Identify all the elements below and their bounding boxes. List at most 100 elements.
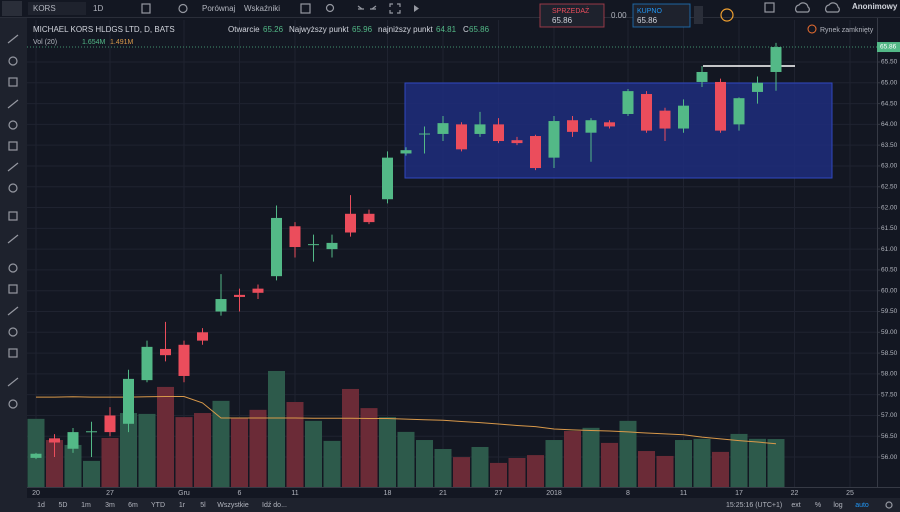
tool-icon[interactable] [7,99,19,109]
range-button[interactable]: YTD [151,502,165,509]
candle-body [585,120,597,133]
volume-ma-line [36,396,777,445]
scale-option[interactable]: % [815,502,821,509]
tool-icon[interactable] [8,56,18,66]
replay-icon[interactable] [414,5,419,12]
trade-plus-minus[interactable] [694,6,703,24]
sell-button[interactable] [539,3,605,28]
symbol[interactable]: KORS [33,4,56,13]
candle-body [678,105,689,129]
y-tick-label: 56.50 [881,433,898,440]
logo[interactable] [2,1,22,16]
high-value: 65.96 [352,25,373,34]
volume-current: 1.654M [82,39,106,46]
market-status-icon [807,24,817,34]
volume-bar [712,451,729,487]
info-icon[interactable] [720,8,734,22]
range-button[interactable]: 3m [105,502,115,509]
fullscreen-icon[interactable] [389,3,401,14]
candle-body [696,71,708,82]
alert-icon[interactable] [325,3,335,13]
tool-icon[interactable] [7,34,19,44]
scale-option[interactable]: ext [791,502,800,509]
y-tick-label: 59.00 [881,329,898,336]
range-button[interactable]: 6m [128,502,138,509]
range-button[interactable]: 1d [37,502,45,509]
compare-button[interactable]: Porównaj [202,4,236,13]
last-price-tag [877,42,900,53]
volume-bar [675,440,692,487]
range-button[interactable]: 1m [81,502,91,509]
open-value: 65.26 [263,25,284,34]
redo-icon[interactable] [370,5,377,10]
range-button[interactable]: 1r [179,502,186,509]
candle-body [437,123,449,134]
user-name[interactable]: Anonimowy [852,2,898,11]
range-button[interactable]: 5l [200,502,206,509]
tool-icon[interactable] [8,183,18,193]
volume-bar [249,409,267,487]
tool-icon[interactable] [8,284,18,294]
volume-ma-current: 1.491M [110,39,134,46]
volume-bar [397,431,415,487]
tool-icon[interactable] [8,263,18,273]
candle-body [474,124,486,134]
rectangle-drawing[interactable] [404,82,833,179]
tool-icon[interactable] [8,348,18,358]
bottom-toolbar-items: 1d 5D 1m 3m 6m YTD 1r 5l Wszystkie Idź do... 15:25… [37,501,893,509]
candle-body [104,415,116,433]
sell-price: 65.86 [552,16,573,25]
tool-icon[interactable] [8,399,18,409]
tool-icon[interactable] [7,306,19,316]
range-button[interactable]: 5D [59,502,68,509]
candle-body [622,91,634,114]
goto-button[interactable]: Idź do... [262,502,287,509]
volume-bar [157,386,174,487]
close-label: C [463,25,469,34]
candle-body [363,213,375,223]
volume-bar [175,417,193,487]
tool-icon[interactable] [7,234,19,244]
candle-body [641,94,652,131]
tool-icon[interactable] [8,77,18,87]
candle-body [715,81,726,131]
tool-icon[interactable] [8,120,18,130]
candle-body [659,110,671,129]
buy-button[interactable] [632,3,691,28]
candle-body [141,346,153,381]
indicators-button[interactable]: Wskaźniki [244,4,280,13]
volume-bar [453,457,470,487]
layout-icon[interactable] [764,2,775,13]
interval[interactable]: 1D [93,4,103,13]
low-label: najniższy punkt [378,25,433,34]
y-tick-label: 59.50 [881,308,898,315]
range-button[interactable]: Wszystkie [217,502,249,509]
tool-icon[interactable] [8,141,18,151]
symbol-input[interactable] [28,2,86,15]
settings-icon[interactable] [178,3,188,14]
volume-bar [46,440,63,487]
candle-body [197,332,208,341]
x-tick-label: 22 [791,490,799,497]
volume-bar [638,451,655,487]
x-tick-label: 2018 [546,490,562,497]
snapshot-icon[interactable] [300,3,311,14]
tool-icon[interactable] [8,327,18,337]
save-icon[interactable] [795,2,810,13]
high-label: Najwyższy punkt [289,25,349,34]
candle-body [30,453,42,458]
scale-option[interactable]: log [833,502,842,509]
volume-bar [101,437,119,487]
volume-bar [490,462,507,487]
x-tick-label: 18 [384,490,392,497]
load-icon[interactable] [825,2,840,13]
candle-body [493,124,504,142]
tool-icon[interactable] [7,162,19,172]
y-tick-label: 63.50 [881,142,898,149]
scale-option[interactable]: auto [855,502,869,509]
undo-icon[interactable] [357,5,364,10]
tool-icon[interactable] [8,211,18,221]
chart-type-icon[interactable] [141,3,151,14]
tool-icon[interactable] [7,377,19,387]
settings-icon[interactable] [885,501,893,509]
